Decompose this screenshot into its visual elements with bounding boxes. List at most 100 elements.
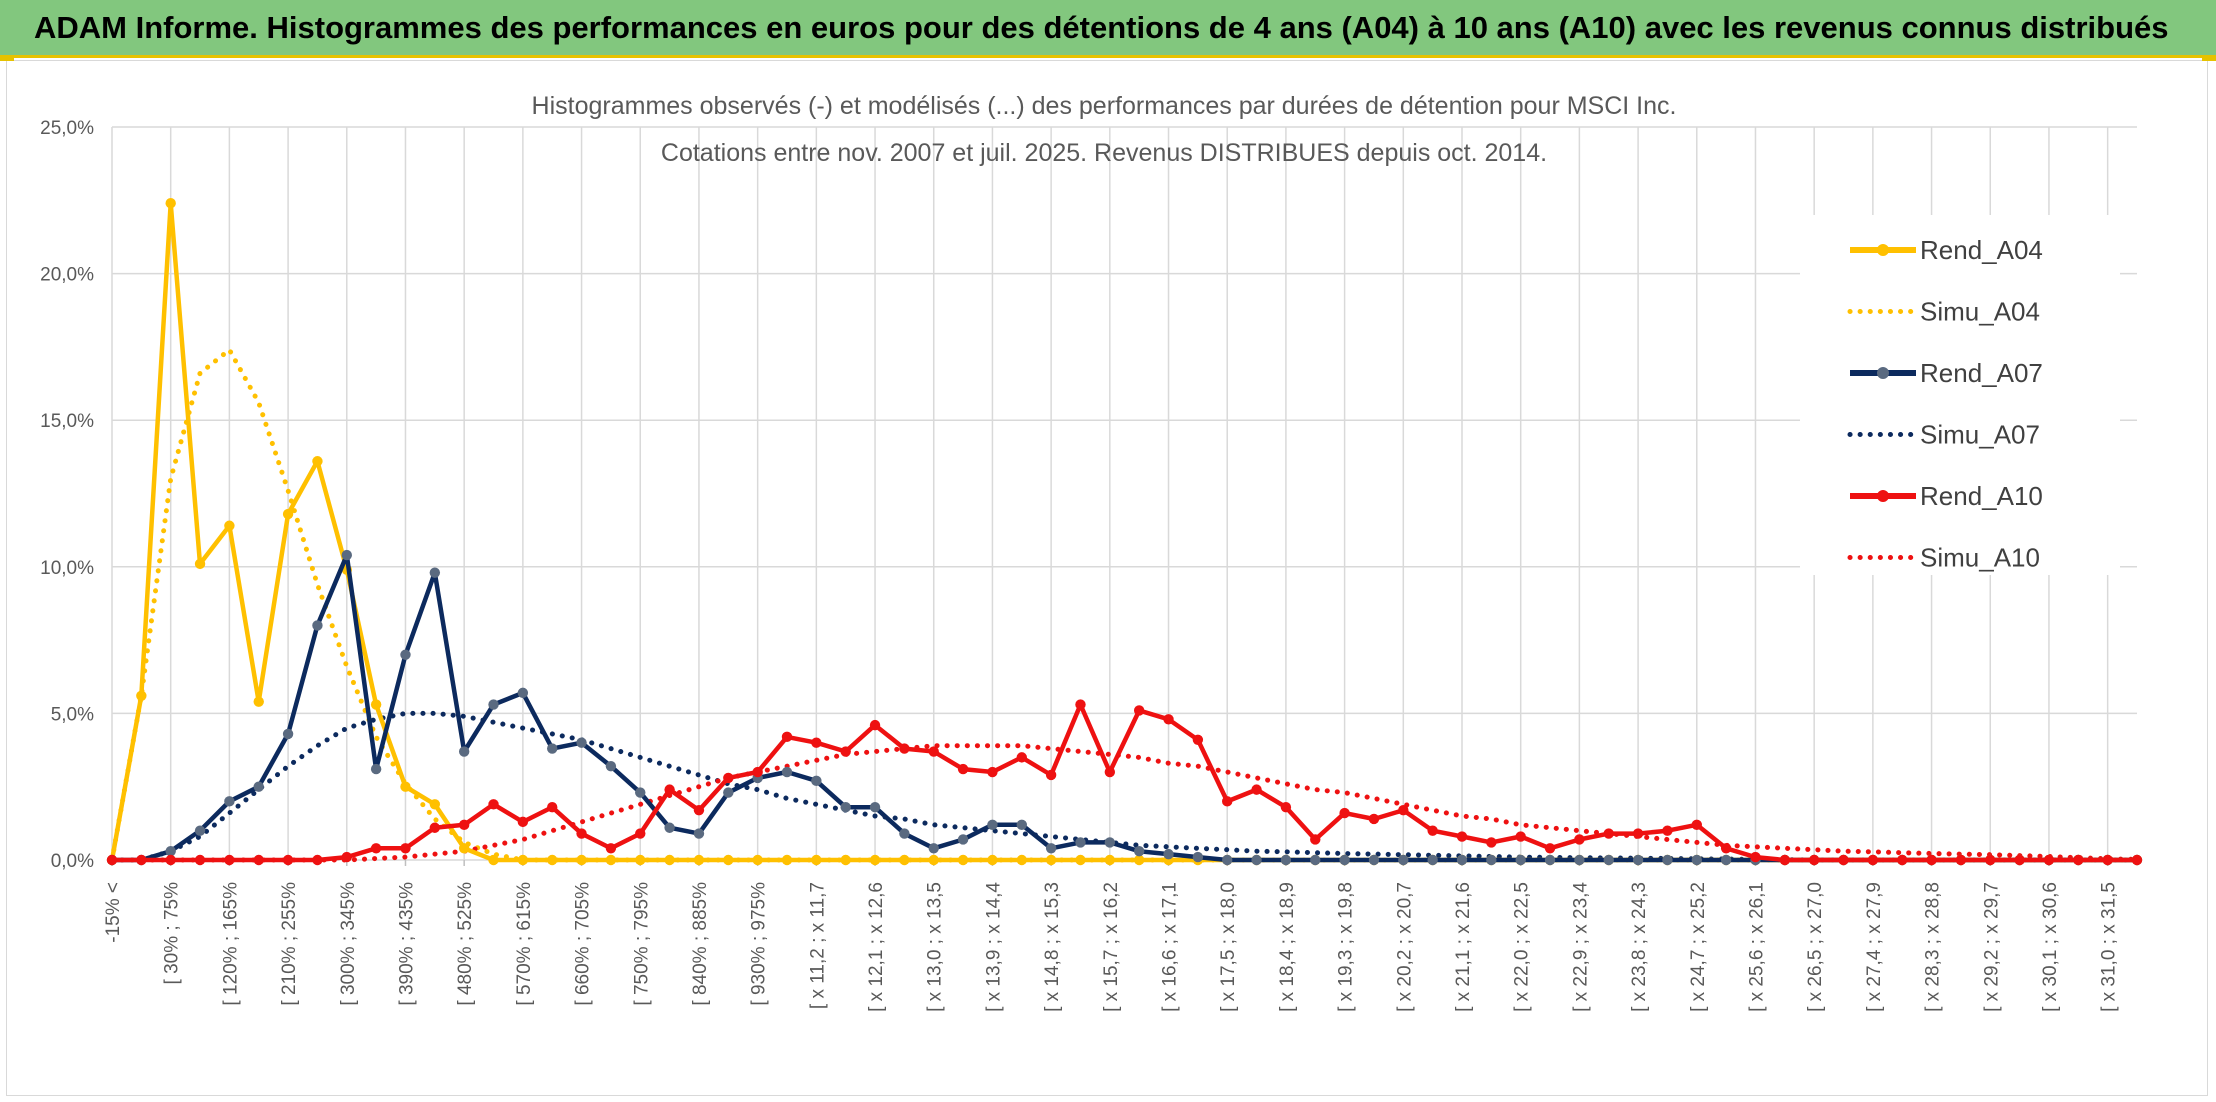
data-point-Rend_A10 (1691, 819, 1702, 831)
data-point-Rend_A07 (1368, 854, 1380, 866)
data-point-Rend_A04 (928, 854, 939, 866)
data-point-Rend_A10 (723, 772, 734, 784)
data-point-Rend_A07 (928, 843, 939, 854)
data-point-Rend_A07 (1163, 848, 1174, 860)
chart-title-line2: Cotations entre nov. 2007 et juil. 2025.… (661, 139, 1547, 167)
data-point-Rend_A04 (312, 456, 323, 467)
data-point-Rend_A07 (312, 620, 323, 631)
data-point-Rend_A10 (1603, 828, 1614, 839)
data-point-Rend_A10 (136, 854, 147, 866)
data-point-Rend_A04 (664, 854, 675, 866)
x-tick-label: [ x 19,3 ; x 19,8 (1336, 882, 1357, 1012)
x-tick-label: [ x 31,0 ; x 31,5 (2099, 882, 2120, 1012)
data-point-Rend_A04 (1075, 854, 1086, 866)
x-tick-label: [ x 15,7 ; x 16,2 (1101, 882, 1122, 1012)
series-line-Simu_A10 (109, 743, 2140, 863)
data-point-Rend_A10 (1750, 851, 1761, 863)
data-point-Rend_A10 (400, 843, 411, 854)
data-point-Rend_A10 (429, 822, 441, 833)
data-point-Rend_A10 (2102, 854, 2113, 866)
data-point-Rend_A07 (547, 743, 558, 754)
data-point-Rend_A10 (1339, 807, 1350, 819)
corner-mark-right (2202, 56, 2216, 61)
data-point-Rend_A10 (1016, 752, 1027, 763)
legend-item-Simu_A07: Simu_A07 (1847, 420, 2040, 450)
data-point-Rend_A04 (605, 854, 617, 866)
data-point-Rend_A07 (1075, 837, 1086, 848)
x-tick-label: [ x 22,9 ; x 23,4 (1570, 882, 1591, 1012)
data-point-Rend_A07 (1427, 854, 1438, 866)
data-point-Rend_A07 (1632, 854, 1644, 866)
x-tick-label: [ 660% ; 705% (573, 882, 594, 1006)
data-point-Rend_A07 (253, 781, 264, 792)
data-point-Rend_A07 (605, 760, 617, 772)
x-tick-label: [ x 23,8 ; x 24,3 (1629, 882, 1650, 1012)
data-point-Rend_A07 (1720, 854, 1732, 866)
data-point-Rend_A04 (693, 854, 705, 866)
series-line-Rend_A10 (112, 702, 2137, 863)
data-point-Rend_A07 (1662, 854, 1673, 866)
data-point-Rend_A10 (1456, 831, 1468, 842)
x-tick-label: [ 840% ; 885% (690, 882, 711, 1006)
data-point-Rend_A10 (1955, 854, 1967, 866)
data-point-Rend_A10 (811, 737, 822, 748)
data-point-Rend_A10 (282, 854, 294, 866)
y-tick-label: 15,0% (40, 411, 94, 432)
x-tick-label: -15% < (103, 882, 124, 943)
data-point-Rend_A04 (165, 198, 176, 209)
data-point-Rend_A10 (1867, 854, 1879, 866)
data-point-Rend_A07 (458, 746, 470, 757)
data-point-Rend_A07 (1486, 854, 1497, 866)
x-tick-label: [ x 30,1 ; x 30,6 (2040, 882, 2061, 1012)
x-tick-label: [ x 18,4 ; x 18,9 (1277, 882, 1298, 1012)
legend-background (1800, 215, 2120, 575)
data-point-Rend_A10 (987, 766, 998, 778)
x-tick-label: [ x 25,6 ; x 26,1 (1746, 882, 1767, 1012)
series-Rend_A10 (106, 699, 2143, 866)
data-point-Rend_A07 (635, 787, 646, 798)
data-point-Rend_A10 (869, 719, 881, 731)
data-point-Rend_A10 (576, 828, 587, 839)
y-tick-label: 20,0% (40, 265, 94, 286)
series-layer (106, 198, 2143, 866)
data-point-Rend_A07 (1133, 846, 1145, 857)
data-point-Rend_A04 (517, 854, 529, 866)
data-point-Rend_A07 (341, 549, 352, 561)
data-point-Rend_A10 (312, 854, 323, 866)
data-point-Rend_A10 (1368, 813, 1380, 825)
x-tick-label: [ x 17,5 ; x 18,0 (1218, 882, 1239, 1012)
data-point-Rend_A07 (811, 775, 822, 787)
x-tick-label: [ x 16,6 ; x 17,1 (1160, 882, 1181, 1012)
data-point-Rend_A10 (1310, 834, 1321, 845)
data-point-Rend_A10 (341, 851, 352, 863)
data-point-Rend_A10 (605, 843, 617, 854)
data-point-Rend_A10 (840, 746, 851, 757)
data-point-Rend_A07 (1251, 854, 1262, 866)
y-axis: 0,0% 5,0% 10,0% 15,0% 20,0% 25,0% (40, 118, 94, 872)
data-point-Rend_A04 (1045, 854, 1057, 866)
data-point-Rend_A10 (1192, 734, 1204, 745)
data-point-Rend_A07 (1016, 819, 1027, 831)
data-point-Rend_A04 (458, 843, 470, 854)
data-point-Rend_A04 (1133, 854, 1145, 866)
data-point-Rend_A04 (635, 854, 646, 866)
chart-frame (6, 60, 2208, 1096)
series-line-Rend_A07 (112, 552, 2137, 863)
data-point-Rend_A04 (547, 854, 558, 866)
data-point-Rend_A10 (224, 854, 235, 866)
data-point-Rend_A10 (1222, 796, 1233, 807)
data-point-Rend_A07 (1456, 854, 1468, 866)
series-line-Simu_A07 (109, 710, 2140, 863)
data-point-Rend_A10 (1808, 854, 1820, 866)
data-point-Rend_A04 (136, 690, 147, 702)
data-point-Rend_A07 (693, 828, 705, 839)
x-tick-label: [ x 13,9 ; x 14,4 (983, 882, 1004, 1012)
data-point-Rend_A07 (224, 796, 235, 807)
x-tick-label: [ 120% ; 165% (220, 882, 241, 1006)
legend-item-Rend_A04: Rend_A04 (1850, 235, 2043, 265)
data-point-Rend_A04 (224, 520, 235, 531)
x-tick-label: [ 30% ; 75% (162, 882, 183, 985)
chart-title-line1: Histogrammes observés (-) et modélisés (… (532, 92, 1677, 120)
data-point-Rend_A07 (1544, 854, 1556, 866)
